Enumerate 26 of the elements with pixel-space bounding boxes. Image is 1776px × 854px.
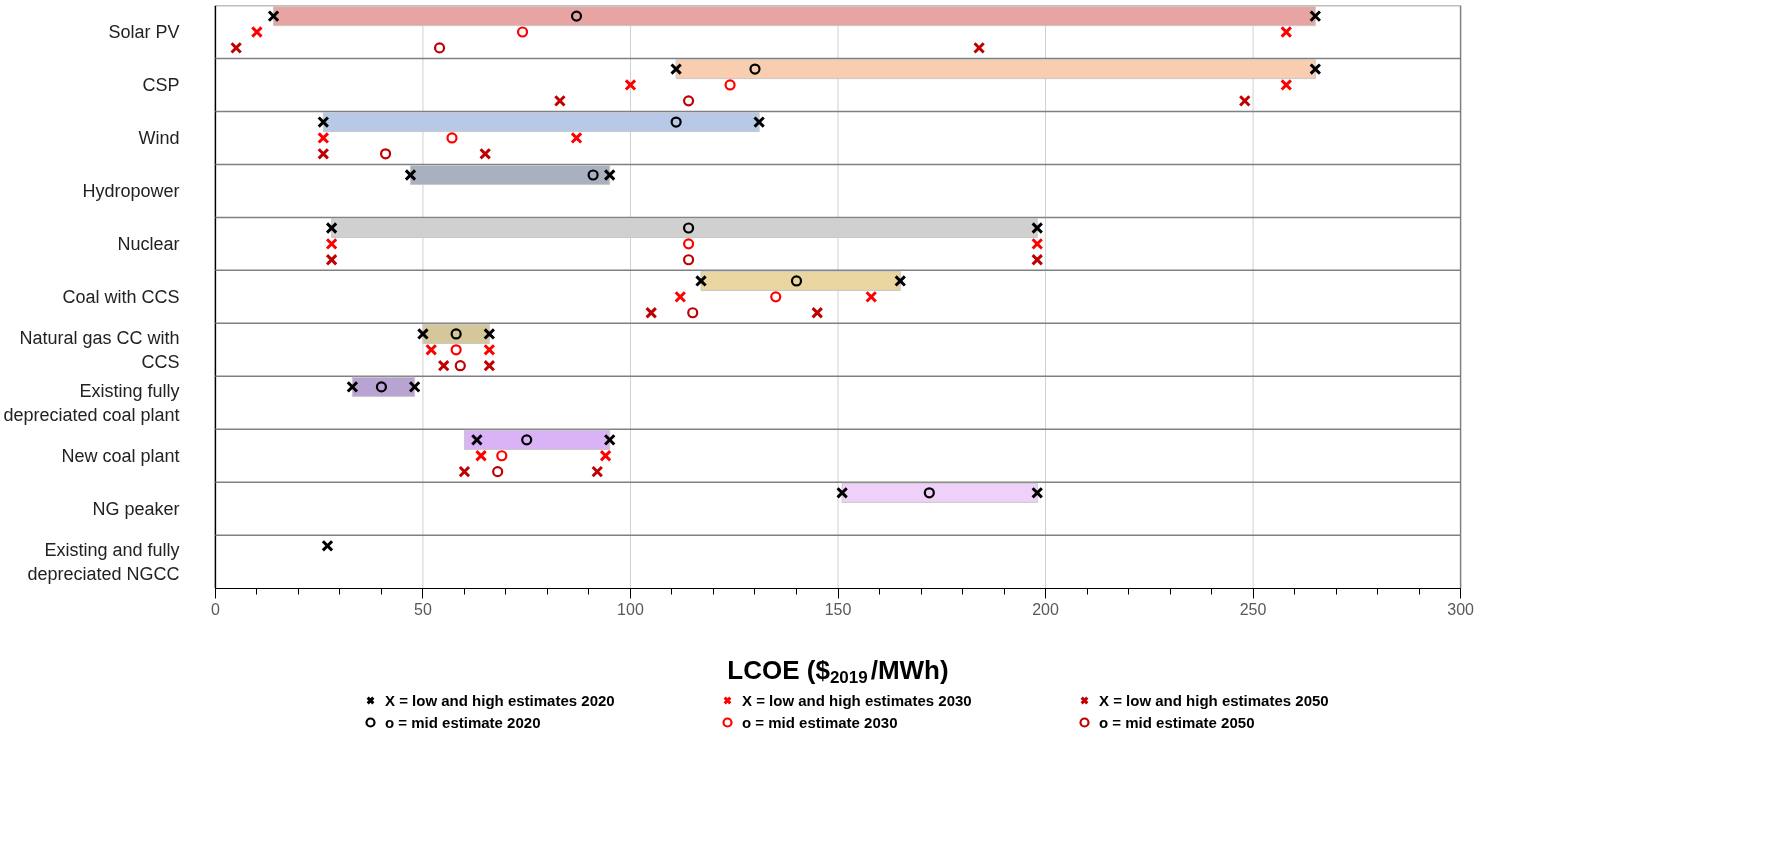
- x-tick-label: 150: [824, 601, 852, 619]
- y-tick-label: Wind: [138, 127, 180, 148]
- legend-label: o = mid estimate 2030: [742, 713, 899, 731]
- x-tick-label: 100: [617, 601, 644, 619]
- y-tick-label: NG peaker: [92, 498, 180, 519]
- y-tick-label: Natural gas CC with CCS: [19, 327, 180, 372]
- legend-label: X = low and high estimates 2050: [1099, 691, 1330, 709]
- x-tick-label: 50: [414, 601, 432, 619]
- y-tick-label: Existing and fully depreciated NGCC: [27, 539, 180, 584]
- x-tick-label: 300: [1447, 601, 1475, 619]
- bar: [463, 429, 611, 450]
- y-tick-label: Solar PV: [108, 21, 180, 42]
- legend-label: o = mid estimate 2050: [1099, 713, 1256, 731]
- x-tick-label: 0: [210, 601, 220, 619]
- y-tick-label: Nuclear: [117, 233, 180, 254]
- y-tick-label: Hydropower: [82, 180, 180, 201]
- legend-label: X = low and high estimates 2020: [385, 691, 616, 709]
- y-tick-label: New coal plant: [61, 445, 180, 466]
- x-tick-label: 250: [1239, 601, 1267, 619]
- y-tick-label: Coal with CCS: [62, 286, 180, 307]
- bar: [841, 482, 1038, 503]
- y-tick-label: CSP: [142, 74, 180, 95]
- y-tick-label: Existing fully depreciated coal plant: [3, 380, 180, 425]
- legend-label: X = low and high estimates 2030: [742, 691, 973, 709]
- legend-label: o = mid estimate 2020: [385, 713, 542, 731]
- x-tick-label: 200: [1032, 601, 1059, 619]
